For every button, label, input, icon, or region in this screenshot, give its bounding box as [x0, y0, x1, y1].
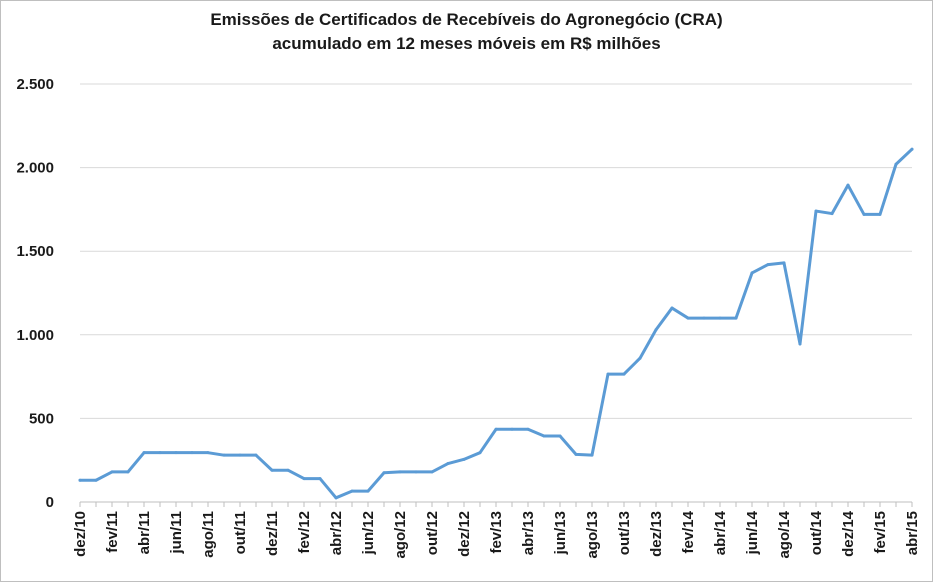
x-tick-label: out/13	[616, 511, 633, 555]
data-point	[318, 477, 322, 481]
data-point	[894, 162, 898, 166]
data-point	[510, 427, 514, 431]
data-point	[734, 316, 738, 320]
data-point	[382, 471, 386, 475]
data-point	[814, 209, 818, 213]
x-tick-label: ago/13	[584, 511, 601, 559]
data-point	[350, 489, 354, 493]
data-point	[590, 453, 594, 457]
data-point	[910, 147, 914, 151]
data-point	[78, 478, 82, 482]
data-point	[110, 470, 114, 474]
data-point	[702, 316, 706, 320]
chart-title-block: Emissões de Certificados de Recebíveis d…	[0, 8, 933, 56]
x-tick-label: abr/15	[904, 511, 921, 555]
data-point	[862, 212, 866, 216]
x-tick-label: ago/11	[200, 511, 217, 558]
y-tick-label: 1.500	[16, 243, 54, 260]
x-tick-label: jun/13	[552, 511, 569, 555]
data-point	[414, 470, 418, 474]
x-tick-label: fev/13	[488, 511, 505, 554]
data-point	[142, 451, 146, 455]
data-point	[222, 453, 226, 457]
data-point	[158, 451, 162, 455]
x-tick-label: jun/14	[744, 510, 761, 555]
data-point	[478, 451, 482, 455]
x-tick-label: fev/12	[296, 511, 313, 554]
data-point	[94, 478, 98, 482]
series-line-group	[78, 147, 914, 500]
data-point	[574, 452, 578, 456]
data-point	[638, 356, 642, 360]
data-point	[846, 183, 850, 187]
data-point	[878, 212, 882, 216]
data-point	[622, 372, 626, 376]
data-point	[398, 470, 402, 474]
x-tick-label: abr/12	[328, 511, 345, 555]
data-point	[238, 453, 242, 457]
data-point	[654, 328, 658, 332]
x-tick-label: dez/14	[840, 510, 857, 557]
data-point	[462, 457, 466, 461]
data-point	[254, 453, 258, 457]
x-tick-label: dez/12	[456, 511, 473, 557]
x-tick-label: out/12	[424, 511, 441, 555]
data-point	[830, 212, 834, 216]
data-point	[782, 261, 786, 265]
data-point	[670, 306, 674, 310]
y-tick-label: 2.500	[16, 76, 54, 93]
data-point	[686, 316, 690, 320]
data-point	[542, 434, 546, 438]
chart-subtitle: acumulado em 12 meses móveis em R$ milhõ…	[272, 34, 661, 53]
y-tick-label: 2.000	[16, 160, 54, 177]
y-tick-label: 1.000	[16, 327, 54, 344]
data-point	[798, 342, 802, 346]
x-tick-label: fev/11	[104, 511, 121, 553]
x-tick-label: jun/12	[360, 511, 377, 555]
x-tick-label: jun/11	[168, 511, 185, 555]
x-tick-label: dez/10	[72, 511, 89, 557]
data-point	[366, 489, 370, 493]
x-tick-label: abr/13	[520, 511, 537, 555]
data-point	[718, 316, 722, 320]
y-tick-label: 500	[29, 410, 54, 427]
y-tick-label: 0	[46, 494, 54, 511]
data-point	[750, 271, 754, 275]
data-point	[302, 477, 306, 481]
x-axis-tick-labels: dez/10 fev/11 abr/11 jun/11 ago/11 out/11 dez/…	[72, 502, 921, 559]
data-point	[494, 427, 498, 431]
data-point	[190, 451, 194, 455]
data-point	[174, 451, 178, 455]
data-point	[526, 427, 530, 431]
x-tick-label: out/14	[808, 510, 825, 555]
x-tick-label: fev/14	[680, 510, 697, 553]
x-tick-label: fev/15	[872, 511, 889, 554]
x-tick-label: abr/14	[712, 510, 729, 555]
data-point	[446, 462, 450, 466]
series-line	[78, 147, 914, 500]
y-axis-tick-labels: 0 500 1.000 1.500 2.000 2.500	[16, 76, 54, 511]
data-point	[558, 434, 562, 438]
x-tick-label: dez/13	[648, 511, 665, 557]
x-tick-label: ago/12	[392, 511, 409, 559]
data-point	[334, 496, 338, 500]
x-tick-label: out/11	[232, 511, 249, 554]
x-tick-label: abr/11	[136, 511, 153, 554]
data-point	[766, 263, 770, 267]
gridlines	[80, 83, 912, 503]
data-point	[206, 451, 210, 455]
data-point	[606, 372, 610, 376]
data-point	[430, 470, 434, 474]
x-tick-label: dez/11	[264, 511, 281, 556]
chart-title: Emissões de Certificados de Recebíveis d…	[210, 10, 723, 29]
data-point	[270, 468, 274, 472]
data-point	[126, 470, 130, 474]
x-tick-label: ago/14	[776, 510, 793, 558]
data-point	[286, 468, 290, 472]
